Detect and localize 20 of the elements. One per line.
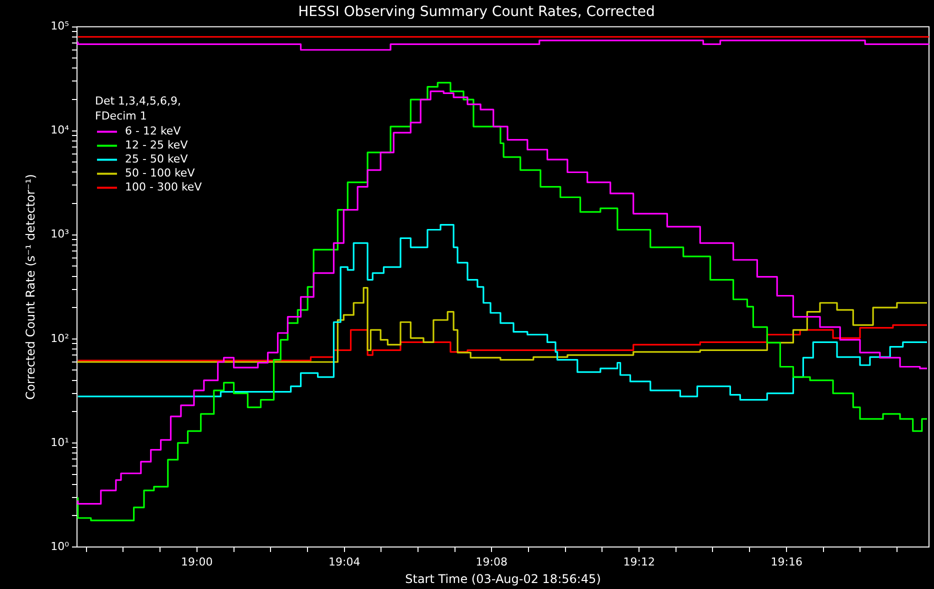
- y-axis-title: Corrected Count Rate (s⁻¹ detector⁻¹): [23, 174, 38, 400]
- x-tick-label: 19:12: [623, 555, 655, 568]
- legend-label: 100 - 300 keV: [125, 180, 202, 194]
- x-tick-label: 19:00: [181, 555, 213, 568]
- x-tick-label: 19:16: [770, 555, 802, 568]
- y-tick-label: 10¹: [50, 436, 69, 449]
- legend-label: 6 - 12 keV: [125, 124, 182, 138]
- legend-label: 12 - 25 keV: [125, 138, 188, 152]
- legend-label: 25 - 50 keV: [125, 152, 188, 166]
- y-tick-label: 10³: [50, 228, 69, 241]
- legend-title: Det 1,3,4,5,6,9, FDecim 1: [95, 94, 182, 123]
- x-tick-label: 19:08: [476, 555, 508, 568]
- legend-label: 50 - 100 keV: [125, 166, 196, 180]
- x-tick-label: 19:04: [328, 555, 360, 568]
- x-axis-title: Start Time (03-Aug-02 18:56:45): [405, 572, 601, 586]
- y-tick-label: 10²: [50, 332, 69, 345]
- y-tick-label: 10⁴: [50, 124, 70, 137]
- y-tick-label: 10⁰: [50, 540, 70, 553]
- y-tick-label: 10⁵: [50, 20, 69, 33]
- chart-title: HESSI Observing Summary Count Rates, Corrected: [298, 4, 655, 20]
